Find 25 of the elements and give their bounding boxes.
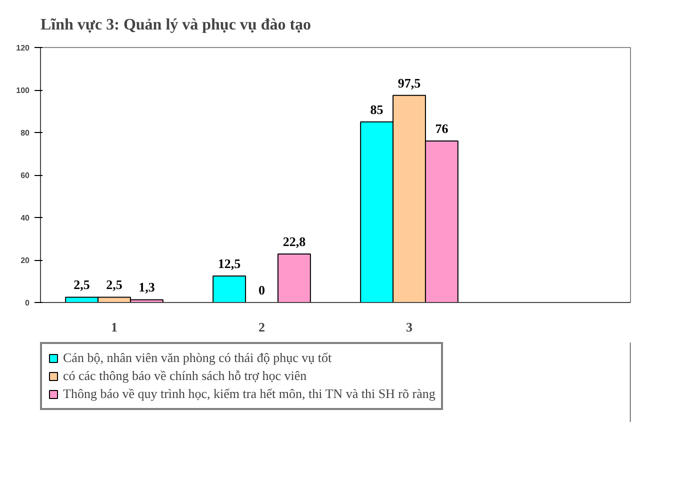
data-label: 2,5 (106, 277, 123, 292)
data-label: 1,3 (138, 280, 156, 295)
y-tick-label: 20 (20, 256, 30, 265)
y-tick-label: 100 (16, 86, 30, 95)
y-tick-label: 80 (20, 128, 30, 138)
data-label: 2,5 (74, 277, 90, 292)
chart-title: Lĩnh vực 3: Quản lý và phục vụ đào tạo (40, 16, 312, 34)
x-tick-label: 2 (258, 320, 265, 334)
y-tick-label: 60 (20, 171, 30, 180)
data-label: 85 (370, 102, 384, 117)
bar (212, 275, 246, 302)
y-tick-label: 120 (16, 44, 30, 52)
bar (277, 254, 311, 302)
data-label: 22,8 (282, 234, 306, 250)
data-label: 76 (435, 121, 449, 136)
data-label: 0 (258, 282, 265, 298)
legend-label: Cán bộ, nhân viên văn phòng có thái độ phục vụ tốt (63, 350, 332, 366)
x-tick-label: 1 (111, 320, 118, 334)
legend-label: có các thông báo về chính sách hỗ trợ học viên (63, 368, 307, 384)
legend-label: Thông báo về quy trình học, kiểm tra hết môn, thi TN và thi SH rõ ràng (63, 386, 436, 402)
data-label: 12,5 (218, 256, 242, 271)
data-label: 97,5 (398, 75, 422, 90)
x-tick-label: 3 (406, 320, 413, 334)
y-tick-label: 40 (20, 214, 30, 222)
y-tick-label: 0 (25, 298, 30, 308)
